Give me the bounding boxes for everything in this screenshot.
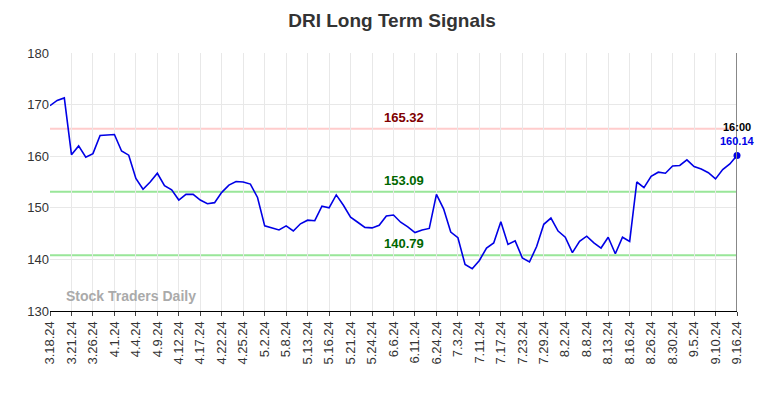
- svg-text:4.1.24: 4.1.24: [107, 321, 122, 357]
- svg-text:5.24.24: 5.24.24: [364, 321, 379, 364]
- svg-text:8.2.24: 8.2.24: [557, 321, 572, 357]
- svg-text:160: 160: [27, 149, 49, 164]
- svg-text:5.8.24: 5.8.24: [278, 321, 293, 357]
- svg-text:165.32: 165.32: [384, 110, 424, 125]
- svg-text:9.5.24: 9.5.24: [686, 321, 701, 357]
- svg-text:7.3.24: 7.3.24: [450, 321, 465, 357]
- svg-text:180: 180: [27, 46, 49, 61]
- svg-text:160.14: 160.14: [720, 135, 755, 147]
- svg-text:Stock Traders Daily: Stock Traders Daily: [66, 288, 196, 304]
- svg-text:6.24.24: 6.24.24: [429, 321, 444, 364]
- svg-text:7.29.24: 7.29.24: [536, 321, 551, 364]
- svg-text:7.23.24: 7.23.24: [515, 321, 530, 364]
- svg-text:4.4.24: 4.4.24: [128, 321, 143, 357]
- svg-text:5.2.24: 5.2.24: [257, 321, 272, 357]
- svg-text:170: 170: [27, 97, 49, 112]
- svg-text:7.17.24: 7.17.24: [493, 321, 508, 364]
- svg-text:4.25.24: 4.25.24: [235, 321, 250, 364]
- svg-text:8.16.24: 8.16.24: [622, 321, 637, 364]
- svg-text:3.18.24: 3.18.24: [42, 321, 57, 364]
- svg-text:3.21.24: 3.21.24: [64, 321, 79, 364]
- svg-text:140: 140: [27, 252, 49, 267]
- svg-text:8.30.24: 8.30.24: [665, 321, 680, 364]
- svg-text:7.11.24: 7.11.24: [472, 321, 487, 363]
- svg-text:4.12.24: 4.12.24: [171, 321, 186, 364]
- svg-text:6.11.24: 6.11.24: [407, 321, 422, 363]
- svg-text:16:00: 16:00: [723, 121, 751, 133]
- svg-text:8.8.24: 8.8.24: [579, 321, 594, 357]
- svg-text:5.21.24: 5.21.24: [343, 321, 358, 364]
- svg-text:140.79: 140.79: [384, 236, 424, 251]
- svg-text:150: 150: [27, 200, 49, 215]
- svg-text:4.9.24: 4.9.24: [150, 321, 165, 357]
- svg-text:3.26.24: 3.26.24: [85, 321, 100, 364]
- svg-text:8.13.24: 8.13.24: [600, 321, 615, 364]
- svg-text:8.26.24: 8.26.24: [643, 321, 658, 364]
- svg-text:130: 130: [27, 304, 49, 319]
- svg-text:4.22.24: 4.22.24: [214, 321, 229, 364]
- svg-text:5.13.24: 5.13.24: [300, 321, 315, 364]
- svg-text:4.17.24: 4.17.24: [193, 321, 208, 364]
- svg-text:153.09: 153.09: [384, 173, 424, 188]
- svg-text:9.16.24: 9.16.24: [729, 321, 744, 364]
- svg-text:DRI Long Term Signals: DRI Long Term Signals: [288, 10, 496, 31]
- svg-text:9.10.24: 9.10.24: [708, 321, 723, 364]
- svg-text:5.16.24: 5.16.24: [321, 321, 336, 364]
- svg-text:6.6.24: 6.6.24: [386, 321, 401, 357]
